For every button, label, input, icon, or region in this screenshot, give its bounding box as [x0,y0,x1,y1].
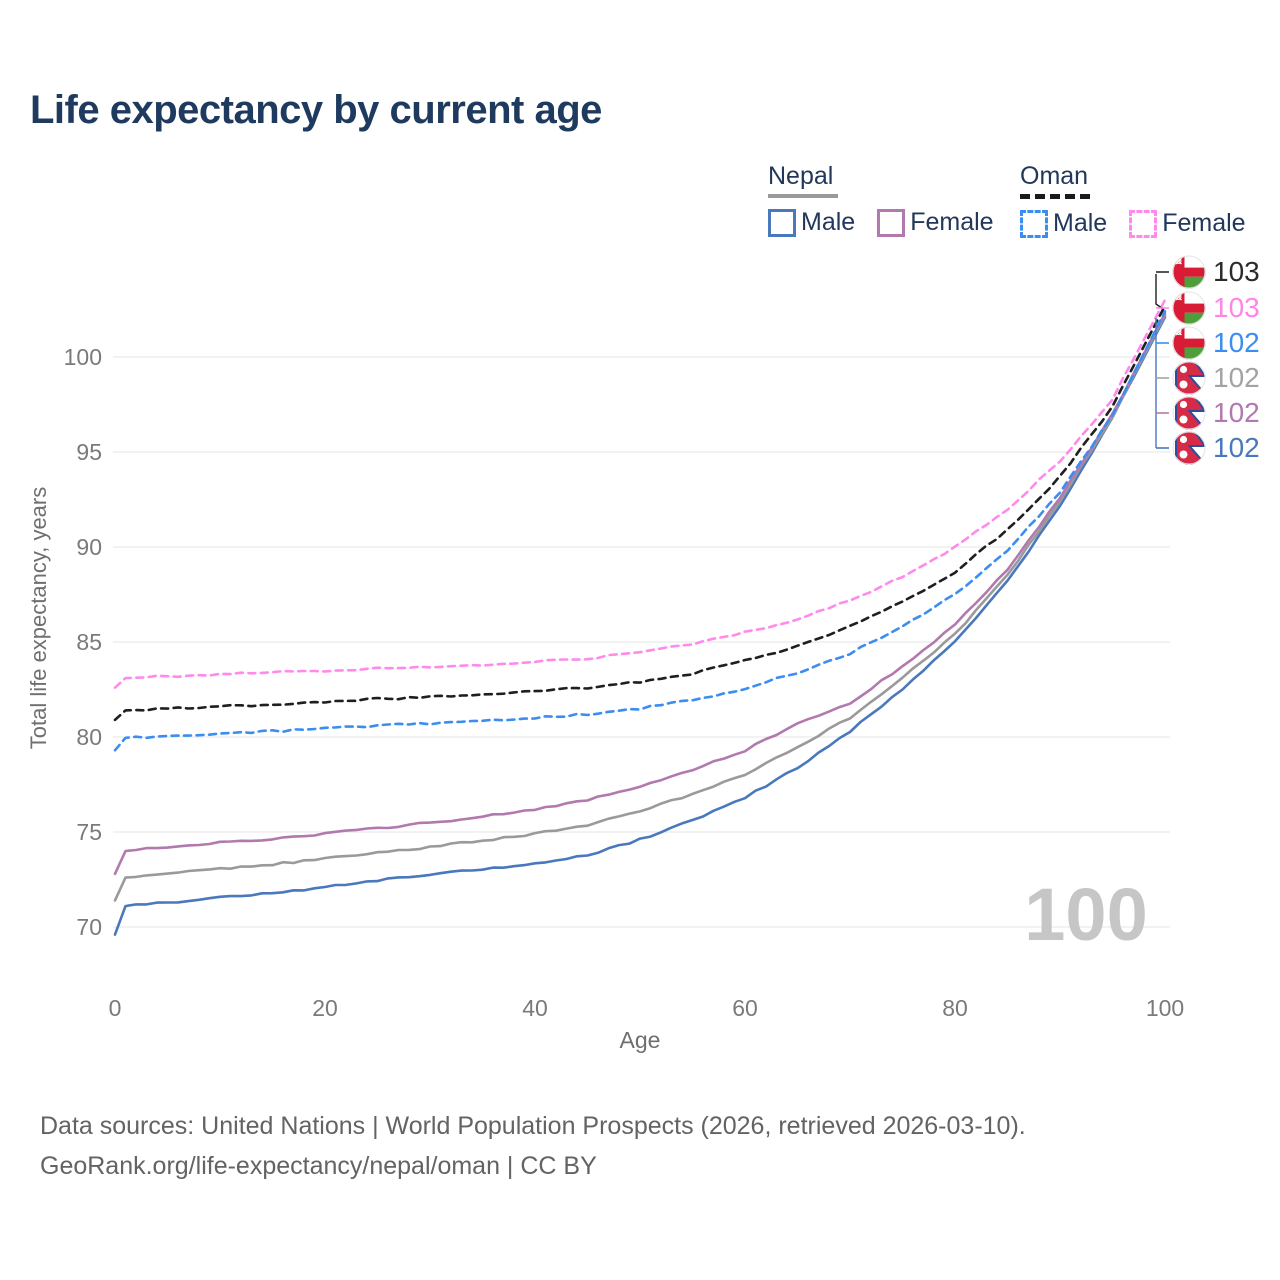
nepal-female-label[interactable]: Female [910,208,994,236]
line-nepal-female[interactable] [113,311,1167,876]
svg-text:0: 0 [109,995,122,1021]
legend-country-nepal[interactable]: Nepal [768,162,834,190]
legend-country-oman[interactable]: Oman [1020,162,1089,190]
nepal-line-sample [768,194,838,198]
nepal-female-swatch[interactable] [877,208,906,237]
oman-male-swatch[interactable] [1020,209,1048,238]
y-axis-title: Total life expectancy, years [26,487,51,750]
end-label-value: 103 [1213,292,1260,323]
end-label-value: 102 [1213,397,1260,428]
footer: Data sources: United Nations | World Pop… [40,1106,1026,1186]
oman-female-label[interactable]: Female [1162,209,1246,237]
end-label-value: 103 [1213,256,1260,287]
age-watermark: 100 [1024,873,1147,956]
legend-group-nepal: Nepal Male Female [768,162,1016,237]
nepal-male-swatch[interactable] [768,208,796,237]
nepal-flag-icon [1172,396,1206,430]
oman-flag-icon [1172,291,1206,325]
end-label-row-oman: 103 [1172,255,1260,289]
nepal-flag-icon [1172,431,1206,465]
end-label-value: 102 [1213,432,1260,463]
page-title: Life expectancy by current age [30,88,602,132]
footer-attribution: GeoRank.org/life-expectancy/nepal/oman |… [40,1152,597,1180]
gridlines [113,356,1170,928]
legend-group-oman: Oman Male Female [1020,162,1268,238]
svg-text:100: 100 [1146,995,1184,1021]
svg-text:85: 85 [76,629,102,655]
y-axis-ticks: 70 75 80 85 90 95 100 [64,344,102,940]
svg-text:90: 90 [76,534,102,560]
svg-text:75: 75 [76,819,102,845]
x-axis-title: Age [620,1027,661,1053]
line-oman-total[interactable] [113,304,1167,722]
end-label-row-oman: 102 [1172,326,1260,360]
svg-text:60: 60 [732,995,758,1021]
line-nepal-male[interactable] [113,315,1167,936]
line-oman-male[interactable] [113,310,1167,752]
end-label-value: 102 [1213,327,1260,358]
end-label-leaders [1155,271,1169,449]
series-lines [113,298,1167,936]
nepal-male-label[interactable]: Male [801,208,856,236]
svg-text:95: 95 [76,439,102,465]
oman-female-swatch[interactable] [1129,209,1158,238]
nepal-flag-icon [1172,361,1206,395]
oman-flag-icon [1172,255,1206,289]
oman-line-sample [1020,194,1090,199]
end-label-value: 102 [1213,362,1260,393]
svg-text:80: 80 [76,724,102,750]
svg-text:20: 20 [312,995,338,1021]
svg-text:70: 70 [76,914,102,940]
oman-male-label[interactable]: Male [1053,209,1108,237]
x-axis-ticks: 0 20 40 60 80 100 [109,995,1185,1021]
end-label-row-nepal: 102 [1172,361,1260,395]
line-oman-female[interactable] [113,298,1167,689]
end-label-row-nepal: 102 [1172,396,1260,430]
line-nepal-total[interactable] [113,313,1167,902]
svg-text:80: 80 [942,995,968,1021]
end-label-row-nepal: 102 [1172,431,1260,465]
end-label-row-oman: 103 [1172,291,1260,325]
svg-text:100: 100 [64,344,102,370]
oman-flag-icon [1172,326,1206,360]
footer-sources: Data sources: United Nations | World Pop… [40,1112,1026,1140]
svg-text:40: 40 [522,995,548,1021]
